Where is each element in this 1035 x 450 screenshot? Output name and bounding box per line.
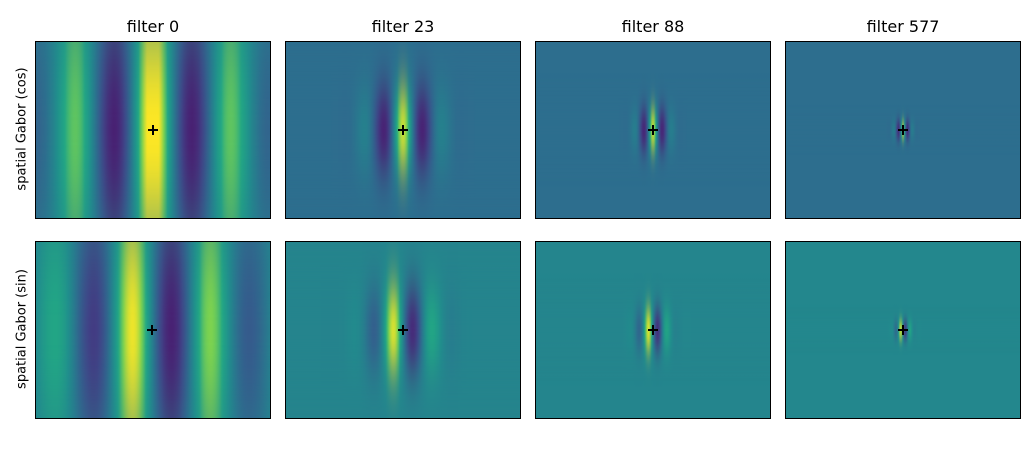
center-marker — [398, 325, 408, 335]
gabor-heatmap — [36, 242, 270, 418]
gabor-heatmap — [786, 42, 1020, 218]
center-marker — [398, 125, 408, 135]
center-marker — [148, 125, 158, 135]
center-marker — [147, 325, 157, 335]
panel-cos-filter-577 — [785, 41, 1021, 219]
panel-cos-filter-0 — [35, 41, 271, 219]
center-marker — [898, 325, 908, 335]
gabor-heatmap — [286, 242, 520, 418]
center-marker — [648, 325, 658, 335]
col-title-1: filter 23 — [371, 17, 435, 36]
gabor-heatmap — [786, 242, 1020, 418]
center-marker — [648, 125, 658, 135]
panel-sin-filter-88 — [535, 241, 771, 419]
col-title-2: filter 88 — [621, 17, 685, 36]
gabor-heatmap — [536, 242, 770, 418]
gabor-heatmap — [36, 42, 270, 218]
col-title-0: filter 0 — [126, 17, 180, 36]
row-label-sin: spatial Gabor (sin) — [14, 269, 30, 389]
gabor-heatmap — [536, 42, 770, 218]
panel-sin-filter-0 — [35, 241, 271, 419]
row-label-cos: spatial Gabor (cos) — [14, 67, 30, 191]
col-title-3: filter 577 — [866, 17, 940, 36]
panel-sin-filter-577 — [785, 241, 1021, 419]
panel-sin-filter-23 — [285, 241, 521, 419]
panel-cos-filter-88 — [535, 41, 771, 219]
panel-cos-filter-23 — [285, 41, 521, 219]
center-marker — [898, 125, 908, 135]
gabor-heatmap — [286, 42, 520, 218]
